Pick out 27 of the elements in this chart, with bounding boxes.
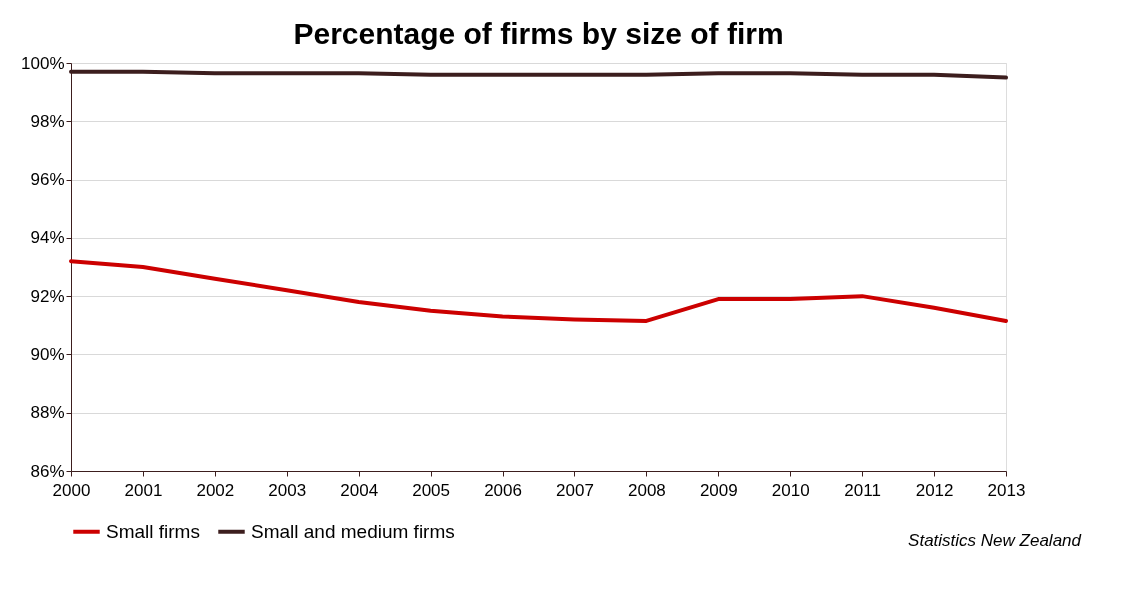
y-tick-label: 94% [30,228,65,248]
x-tick-label: 2000 [52,480,91,500]
x-tick-label: 2008 [627,480,666,500]
y-tick-label: 90% [30,344,65,364]
y-tick-label: 88% [30,403,65,423]
y-tick-label: 98% [30,111,65,131]
x-tick-label: 2011 [844,480,881,500]
y-tick-label: 96% [30,170,65,190]
x-tick-label: 2013 [987,480,1026,500]
x-tick-label: 2001 [124,480,163,500]
legend-label: Small and medium firms [251,520,455,542]
line-series [69,259,1008,323]
text: Statistics New Zealand [908,531,1082,550]
chart-title: Percentage of firms by size of firm [293,17,784,50]
x-tick-label: 2006 [484,480,522,500]
x-tick-label: 2003 [268,480,307,500]
x-tick-label: 2005 [412,480,451,500]
x-tick-label: 2010 [771,480,810,500]
x-tick-label: 2004 [340,480,379,500]
x-tick-label: 2009 [699,480,738,500]
x-tick-label: 2012 [915,480,954,500]
legend-label: Small firms [106,520,200,542]
y-tick-label: 92% [30,286,65,306]
x-tick-label: 2002 [196,480,235,500]
x-tick-label: 2007 [556,480,594,500]
y-tick-label: 86% [30,461,65,481]
y-tick-label: 100% [21,53,65,73]
